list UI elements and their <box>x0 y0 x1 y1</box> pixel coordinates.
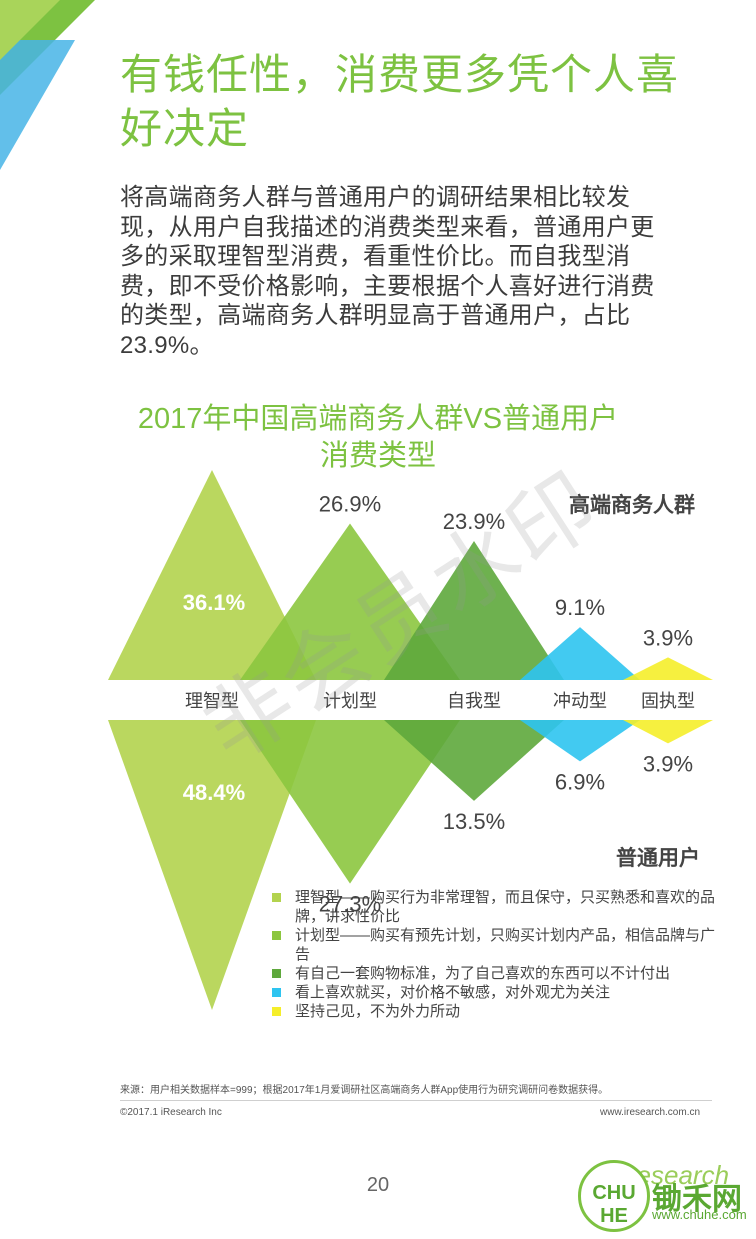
triangle-lower-1 <box>108 720 316 1010</box>
value-label-upper-2: 26.9% <box>319 492 381 517</box>
chart-legend: 理智型——购买行为非常理智，而且保守，只买熟悉和喜欢的品牌，讲求性价比 计划型—… <box>270 888 720 1021</box>
legend-item: 计划型——购买有预先计划，只购买计划内产品，相信品牌与广告 <box>270 926 720 964</box>
value-label-lower-5: 3.9% <box>643 751 693 776</box>
series-label-upper: 高端商务人群 <box>569 493 695 517</box>
legend-item: 看上喜欢就买，对价格不敏感，对外观尤为关注 <box>270 983 720 1002</box>
page-title: 有钱任性，消费更多凭个人喜 好决定 <box>120 48 720 156</box>
title-line-1: 有钱任性，消费更多凭个人喜 <box>120 51 680 98</box>
source-note: 来源：用户相关数据样本=999；根据2017年1月爱调研社区高端商务人群App使… <box>120 1085 609 1096</box>
legend-swatch <box>272 931 281 940</box>
legend-item: 坚持己见，不为外力所动 <box>270 1002 720 1021</box>
title-line-2: 好决定 <box>120 105 250 152</box>
legend-swatch <box>272 893 281 902</box>
consumption-type-chart: 理智型 计划型 自我型 冲动型 固执型 36.1% 48.4% 26.9% 27.3% 23.9%… <box>0 470 756 1010</box>
chart-title-line-2: 消费类型 <box>319 440 436 472</box>
value-label-lower-4: 6.9% <box>555 769 605 794</box>
value-label-lower-2: 27.3% <box>319 892 381 917</box>
intro-paragraph: 将高端商务人群与普通用户的调研结果相比较发 现，从用户自我描述的消费类型来看，普… <box>120 183 720 360</box>
category-label-2: 计划型 <box>323 691 377 711</box>
legend-item: 有自己一套购物标准，为了自己喜欢的东西可以不计付出 <box>270 964 720 983</box>
legend-swatch <box>272 988 281 997</box>
category-label-5: 固执型 <box>641 691 695 711</box>
value-label-upper-5: 3.9% <box>643 625 693 650</box>
value-label-lower-1: 48.4% <box>183 780 245 805</box>
intro-line: 多的采取理智型消费，看重性价比。而自我型消 <box>120 243 631 270</box>
value-label-upper-1: 36.1% <box>183 590 245 615</box>
intro-line: 的类型，高端商务人群明显高于普通用户，占比 <box>120 302 631 329</box>
legend-text: 坚持己见，不为外力所动 <box>295 1003 461 1020</box>
page-number: 20 <box>366 1174 390 1196</box>
value-label-upper-3: 23.9% <box>443 509 505 534</box>
value-label-upper-4: 9.1% <box>555 595 605 620</box>
category-label-1: 理智型 <box>185 691 239 711</box>
triangle-upper-4 <box>520 627 640 680</box>
intro-line: 费，即不受价格影响，主要根据个人喜好进行消费 <box>120 272 655 300</box>
triangle-upper-5 <box>623 657 713 680</box>
triangle-upper-3 <box>384 540 564 680</box>
triangle-lower-3 <box>384 720 564 801</box>
legend-text: 看上喜欢就买，对价格不敏感，对外观尤为关注 <box>295 984 611 1001</box>
footer-divider <box>120 1100 712 1101</box>
corner-decoration <box>0 0 95 170</box>
triangle-upper-2 <box>240 523 460 680</box>
chuhe-logo-url: www.chuhe.com <box>652 1207 747 1222</box>
legend-text: 有自己一套购物标准，为了自己喜欢的东西可以不计付出 <box>295 965 671 982</box>
legend-text: 理智型——购买行为非常理智，而且保守，只买熟悉和喜欢的品牌，讲求性价比 <box>295 889 716 925</box>
copyright: ©2017.1 iResearch Inc <box>120 1107 222 1118</box>
category-label-4: 冲动型 <box>553 691 607 711</box>
triangle-lower-4 <box>520 720 640 762</box>
chart-title-line-1: 2017年中国高端商务人群VS普通用户 <box>137 403 619 435</box>
series-label-lower: 普通用户 <box>616 846 700 870</box>
logo-seal-text: CHU HE <box>592 1182 636 1227</box>
legend-swatch <box>272 1007 281 1016</box>
category-band <box>0 680 756 720</box>
website-link[interactable]: www.iresearch.com.cn <box>600 1107 701 1118</box>
legend-item: 理智型——购买行为非常理智，而且保守，只买熟悉和喜欢的品牌，讲求性价比 <box>270 888 720 926</box>
legend-text: 计划型——购买有预先计划，只购买计划内产品，相信品牌与广告 <box>295 927 716 963</box>
chuhe-logo-seal: CHU HE <box>578 1160 650 1232</box>
triangle-lower-2 <box>240 720 460 884</box>
intro-line: 23.9%。 <box>120 331 214 359</box>
triangle-upper-1 <box>108 470 316 680</box>
category-label-3: 自我型 <box>447 691 501 711</box>
value-label-lower-3: 13.5% <box>443 809 505 834</box>
triangle-lower-5 <box>623 720 713 744</box>
intro-line: 现，从用户自我描述的消费类型来看，普通用户更 <box>120 213 655 241</box>
intro-line: 将高端商务人群与普通用户的调研结果相比较发 <box>120 184 631 211</box>
chuhe-logo-text: 锄禾网 <box>652 1183 742 1216</box>
legend-swatch <box>272 969 281 978</box>
